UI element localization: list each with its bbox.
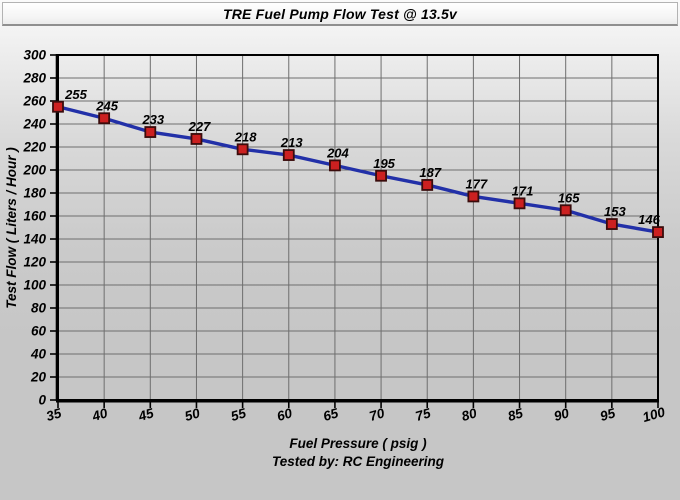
y-tick-label: 100 xyxy=(23,278,46,293)
series-layer xyxy=(52,100,664,239)
x-tick-label: 50 xyxy=(183,405,202,424)
data-line xyxy=(56,105,660,234)
x-tick-label: 55 xyxy=(229,405,248,424)
data-marker xyxy=(144,126,157,138)
y-axis-title: Test Flow ( Liters / Hour ) xyxy=(4,147,19,309)
data-point-label: 245 xyxy=(95,98,118,113)
data-marker xyxy=(652,226,664,239)
y-tick-label: 240 xyxy=(22,117,46,132)
plot-border xyxy=(57,54,659,401)
data-point-label: 153 xyxy=(604,204,626,219)
x-tick-label: 70 xyxy=(368,405,387,424)
x-tick-label: 35 xyxy=(44,405,63,424)
data-point-label: 213 xyxy=(280,135,303,150)
y-tick-label: 60 xyxy=(31,324,47,339)
y-tick-label: 0 xyxy=(38,393,46,408)
x-tick-label: 80 xyxy=(460,405,479,424)
data-point-label: 204 xyxy=(326,145,349,160)
x-tick-label: 75 xyxy=(414,405,433,424)
y-tick-label: 220 xyxy=(22,140,46,155)
data-marker xyxy=(605,218,618,230)
y-tick-label: 160 xyxy=(23,209,46,224)
data-marker xyxy=(329,159,341,172)
grid-layer xyxy=(57,54,659,401)
data-marker xyxy=(236,143,249,156)
y-tick-label: 80 xyxy=(31,301,47,316)
data-marker xyxy=(467,190,480,203)
data-marker xyxy=(421,179,434,191)
data-point-label: 255 xyxy=(64,87,87,102)
y-tick-label: 200 xyxy=(22,163,46,178)
data-point-label: 177 xyxy=(466,176,488,191)
x-axis-title: Fuel Pressure ( psig ) xyxy=(289,436,427,451)
x-tick-label: 60 xyxy=(275,405,294,424)
y-tick-label: 20 xyxy=(30,370,47,385)
label-layer: 255 245 233 227 218 213 204 195 187 177 171 165 153 1… xyxy=(64,87,660,227)
x-tick-label: 45 xyxy=(136,405,156,424)
data-marker xyxy=(513,197,526,210)
data-point-label: 218 xyxy=(234,129,257,144)
data-marker xyxy=(52,100,64,113)
data-point-label: 233 xyxy=(141,112,164,127)
y-tick-label: 40 xyxy=(30,347,47,362)
y-tick-label: 280 xyxy=(22,71,46,86)
y-tick-label: 300 xyxy=(23,48,46,63)
data-point-label: 146 xyxy=(638,212,660,227)
y-tick-label: 180 xyxy=(23,186,46,201)
data-marker xyxy=(282,149,295,161)
data-marker xyxy=(190,133,203,145)
data-point-label: 165 xyxy=(558,190,580,205)
data-point-label: 171 xyxy=(512,183,534,198)
chart-title: TRE Fuel Pump Flow Test @ 13.5v xyxy=(222,5,458,22)
x-tick-label: 100 xyxy=(641,404,667,425)
data-marker xyxy=(375,169,387,182)
chart-title-bar: TRE Fuel Pump Flow Test @ 13.5v xyxy=(2,2,678,26)
x-tick-label: 40 xyxy=(90,405,110,424)
data-marker xyxy=(98,112,111,125)
y-tick-label: 120 xyxy=(23,255,46,270)
x-tick-label: 65 xyxy=(321,405,340,424)
data-point-label: 187 xyxy=(419,165,441,180)
x-tick-label: 85 xyxy=(506,405,525,424)
y-tick-label: 260 xyxy=(22,94,46,109)
x-tick-label: 95 xyxy=(598,405,617,424)
data-point-label: 227 xyxy=(188,119,211,134)
data-marker xyxy=(559,204,572,217)
axis-layer: 0 20 40 60 80 100 120 140 160 180 200 220 240 260 280 3… xyxy=(22,48,667,425)
y-tick-label: 140 xyxy=(23,232,46,247)
data-point-label: 195 xyxy=(373,156,395,171)
chart-footer-note: Tested by: RC Engineering xyxy=(272,454,445,469)
x-tick-label: 90 xyxy=(552,405,571,424)
